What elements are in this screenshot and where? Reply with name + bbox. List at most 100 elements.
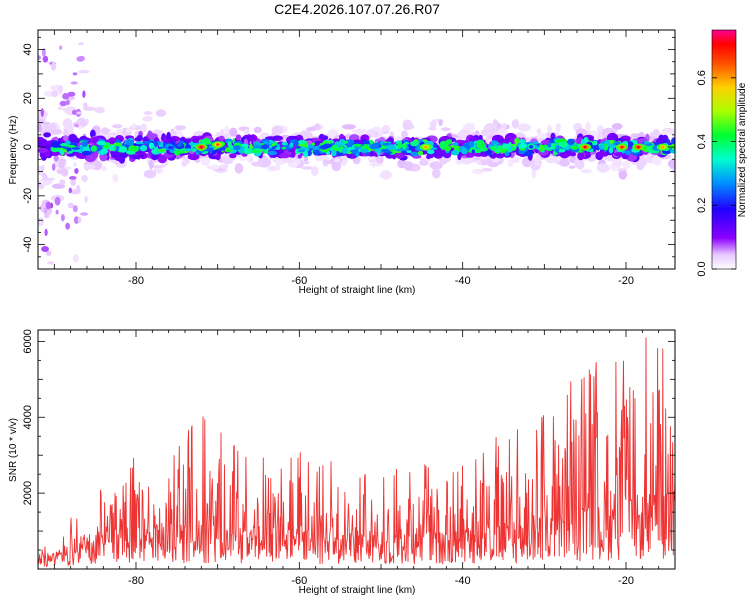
heatmap-cell <box>342 124 356 130</box>
heatmap-cell <box>70 178 76 186</box>
heatmap-cell <box>65 222 70 230</box>
heatmap-cell <box>626 141 634 148</box>
heatmap-cell <box>652 155 662 166</box>
heatmap-cell <box>38 217 45 227</box>
heatmap-cell <box>112 173 119 183</box>
heatmap-cell <box>590 145 600 150</box>
heatmap-cell <box>618 169 628 180</box>
heatmap-cell <box>410 151 420 157</box>
heatmap-cell <box>611 123 623 130</box>
colorbar-tick-label: 0.6 <box>696 70 708 85</box>
heatmap-cell <box>481 168 493 172</box>
heatmap-cell <box>229 127 238 137</box>
heatmap-cell <box>547 143 552 148</box>
heatmap-cell <box>59 159 67 163</box>
heatmap-cell <box>278 152 291 159</box>
heatmap-cell <box>80 212 89 216</box>
heatmap-cell <box>57 106 63 111</box>
heatmap-cell <box>38 55 41 60</box>
heatmap-peak <box>661 145 665 149</box>
heatmap-cell <box>330 149 337 157</box>
heatmap-cell <box>380 170 392 180</box>
heatmap-cell <box>534 155 541 166</box>
heatmap-cell <box>346 147 356 150</box>
heatmap-cell <box>234 163 244 174</box>
heatmap-cell <box>310 166 319 177</box>
heatmap-cell <box>479 147 488 152</box>
heatmap-cell <box>73 162 77 167</box>
heatmap-cell <box>219 164 229 170</box>
colorbar-tick-label: 0.2 <box>696 198 708 213</box>
heatmap-cell <box>112 124 123 129</box>
heatmap-cell <box>433 148 441 156</box>
colorbar-tick-label: 0.4 <box>696 134 708 149</box>
heatmap-cell <box>101 165 107 172</box>
heatmap-cell <box>495 153 505 159</box>
heatmap-cell <box>187 153 200 161</box>
heatmap-cell <box>253 126 262 134</box>
heatmap-cell <box>46 250 52 256</box>
y-tick-label: -20 <box>22 188 34 204</box>
colorbar-tick-label: 0.0 <box>696 261 708 276</box>
heatmap-cell <box>417 150 424 156</box>
heatmap-cell <box>51 144 61 148</box>
heatmap-cell <box>113 146 116 150</box>
x-tick-label: -80 <box>128 575 144 587</box>
heatmap-cell <box>322 143 333 148</box>
heatmap-cell <box>312 149 320 156</box>
heatmap-cell <box>296 158 301 165</box>
heatmap-cell <box>65 140 71 145</box>
heatmap-cell <box>478 134 483 141</box>
heatmap-cell <box>297 149 306 153</box>
x-tick-label: -40 <box>455 575 471 587</box>
heatmap-cell <box>444 145 451 152</box>
heatmap-cell <box>79 121 88 127</box>
heatmap-cell <box>218 135 225 141</box>
x-tick-label: -80 <box>128 275 144 287</box>
heatmap-cell <box>569 152 577 157</box>
heatmap-cell <box>369 143 379 150</box>
heatmap-cell <box>63 129 69 138</box>
heatmap-cell <box>303 150 308 158</box>
heatmap-cell <box>664 139 671 143</box>
heatmap-cell <box>428 126 437 131</box>
heatmap-cell <box>465 152 475 158</box>
heatmap-cell <box>125 139 134 146</box>
heatmap-cell <box>199 158 212 162</box>
heatmap-cell <box>528 145 534 149</box>
heatmap-peak <box>424 145 428 149</box>
heatmap-cell <box>71 147 81 150</box>
heatmap-cell <box>63 146 69 150</box>
heatmap-cell <box>78 154 87 160</box>
heatmap-cell <box>70 81 78 85</box>
heatmap-cell <box>555 122 561 133</box>
heatmap-cell <box>570 145 579 150</box>
heatmap-cell <box>60 214 65 222</box>
heatmap-peak <box>620 145 624 149</box>
heatmap-cell <box>293 140 299 146</box>
heatmap-cell <box>94 106 105 114</box>
y-tick-label: 40 <box>22 43 34 55</box>
heatmap-peak <box>636 145 640 149</box>
heatmap-cell <box>181 161 187 167</box>
heatmap-cell <box>402 119 413 131</box>
heatmap-cell <box>609 139 614 144</box>
colorbar: 0.0 0.2 0.4 0.6 Normalized spectral amplitu… <box>696 29 748 277</box>
heatmap-cell <box>485 149 493 155</box>
heatmap-cell <box>580 169 592 174</box>
heatmap-cell <box>559 158 570 167</box>
heatmap-cell <box>353 143 362 147</box>
heatmap-cell <box>546 132 551 138</box>
heatmap-cell <box>670 149 675 154</box>
heatmap-cell <box>511 147 516 151</box>
heatmap-cell <box>51 90 59 98</box>
heatmap-cell <box>263 141 269 145</box>
heatmap-peak <box>216 143 220 147</box>
heatmap-cell <box>101 127 110 136</box>
heatmap-cell <box>174 125 186 131</box>
heatmap-cell <box>42 55 49 63</box>
heatmap-cell <box>229 153 237 159</box>
heatmap-cell <box>53 154 59 162</box>
heatmap-cell <box>523 150 533 157</box>
heatmap-cell <box>67 91 76 97</box>
